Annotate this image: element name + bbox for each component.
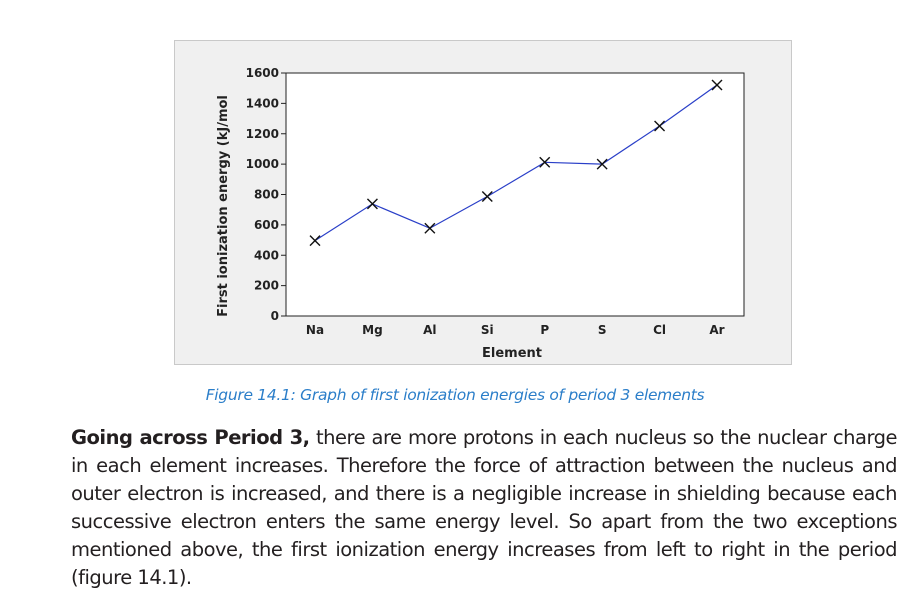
y-tick-label: 1400 (246, 96, 279, 110)
chart-axes (285, 72, 745, 317)
x-tick-label: P (540, 323, 549, 337)
marker-stroke (366, 198, 378, 210)
data-point (424, 222, 436, 234)
marker-stroke (539, 156, 551, 168)
data-point (309, 235, 321, 247)
figure-caption: Figure 14.1: Graph of first ionization e… (205, 386, 705, 404)
series-layer (309, 79, 723, 247)
data-point (539, 156, 551, 168)
x-tick-label: Na (306, 323, 324, 337)
x-tick-label: Al (423, 323, 436, 337)
x-axis-ticks: Na Mg Al Si P S Cl Ar (306, 323, 725, 337)
marker-stroke (424, 222, 436, 234)
plot-area (285, 72, 745, 317)
y-axis-ticks: 0 200 400 600 800 1000 1200 1400 1600 (246, 66, 286, 323)
marker-stroke (711, 79, 723, 91)
y-tick-label: 400 (254, 248, 279, 262)
y-axis-title: First ionization energy (kJ/mol (216, 95, 231, 317)
data-point (654, 120, 666, 132)
data-point (596, 158, 608, 170)
body-rest: there are more protons in each nucleus s… (71, 426, 898, 589)
y-tick-label: 1000 (246, 157, 279, 171)
marker-stroke (481, 190, 493, 202)
x-tick-label: Ar (709, 323, 724, 337)
x-tick-label: Cl (653, 323, 666, 337)
data-point (711, 79, 723, 91)
chart-frame: 0 200 400 600 800 1000 1200 1400 1600 Na Mg Al Si P S… (174, 40, 792, 365)
y-tick-label: 200 (254, 279, 279, 293)
ionization-energy-chart: 0 200 400 600 800 1000 1200 1400 1600 Na Mg Al Si P S… (216, 66, 745, 361)
marker-stroke (309, 235, 321, 247)
y-tick-label: 800 (254, 188, 279, 202)
x-tick-label: S (598, 323, 607, 337)
y-tick-label: 0 (271, 309, 279, 323)
series-line (314, 84, 718, 242)
x-tick-label: Si (481, 323, 494, 337)
x-axis-title: Element (482, 346, 542, 361)
data-point (366, 198, 378, 210)
body-lead: Going across Period 3, (71, 426, 310, 449)
y-tick-label: 1200 (246, 127, 279, 141)
body-paragraph: Going across Period 3, there are more pr… (71, 424, 898, 592)
x-tick-label: Mg (362, 323, 383, 337)
y-tick-label: 1600 (246, 66, 279, 80)
marker-stroke (596, 158, 608, 170)
y-tick-label: 600 (254, 218, 279, 232)
marker-stroke (654, 120, 666, 132)
data-point (481, 190, 493, 202)
